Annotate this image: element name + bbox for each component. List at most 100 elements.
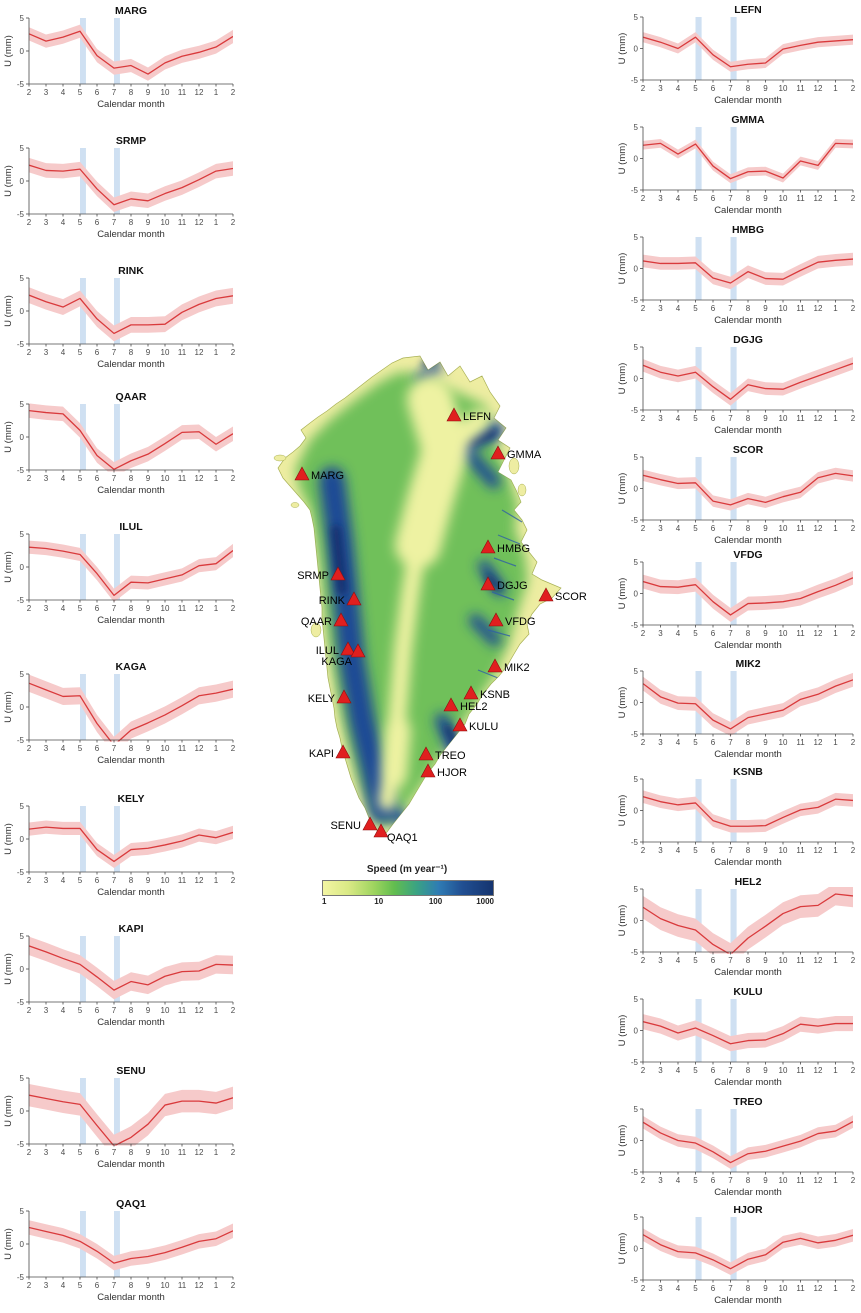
svg-text:11: 11	[178, 1281, 187, 1290]
svg-text:3: 3	[658, 629, 663, 638]
svg-text:-5: -5	[631, 730, 639, 739]
svg-text:3: 3	[658, 414, 663, 423]
y-axis-label: U (mm)	[617, 795, 628, 827]
svg-text:5: 5	[20, 400, 25, 409]
station-KAPI: KAPI	[309, 744, 351, 760]
svg-text:1: 1	[833, 1284, 838, 1293]
svg-text:6: 6	[711, 846, 716, 855]
svg-text:5: 5	[693, 1176, 698, 1185]
panel-RINK: 5 0 -5 2 3 4 5 6 7 8 9 10 11 12 1 2 RINK Calendar month U …	[3, 263, 237, 376]
svg-text:-5: -5	[17, 736, 25, 745]
x-axis-label: Calendar month	[97, 755, 165, 766]
y-axis-label: U (mm)	[617, 363, 628, 395]
axes	[640, 888, 854, 955]
svg-text:-5: -5	[17, 340, 25, 349]
station-marker-icon	[330, 566, 346, 581]
svg-text:11: 11	[796, 304, 805, 313]
svg-text:12: 12	[195, 744, 204, 753]
mean-displacement-line	[29, 826, 233, 863]
svg-text:2: 2	[641, 524, 646, 533]
colorbar-title: Speed (m year⁻¹)	[366, 864, 448, 875]
uncertainty-band	[643, 1014, 853, 1052]
highlight-band-month-7	[730, 562, 737, 625]
svg-text:12: 12	[195, 348, 204, 357]
svg-text:7: 7	[728, 956, 733, 965]
svg-text:5: 5	[634, 558, 639, 567]
svg-text:5: 5	[78, 744, 83, 753]
svg-text:0: 0	[634, 44, 639, 53]
svg-text:5: 5	[78, 876, 83, 885]
mean-displacement-line	[643, 679, 853, 730]
svg-text:10: 10	[779, 629, 788, 638]
svg-text:3: 3	[658, 1066, 663, 1075]
mean-displacement-line	[643, 893, 853, 954]
svg-text:1: 1	[833, 414, 838, 423]
chart-title: KAGA	[116, 661, 147, 673]
svg-text:2: 2	[851, 304, 856, 313]
svg-text:-5: -5	[631, 516, 639, 525]
svg-text:7: 7	[728, 1066, 733, 1075]
panel-VFDG: 5 0 -5 2 3 4 5 6 7 8 9 10 11 12 1 2 VFDG Calendar month U …	[617, 548, 859, 657]
svg-text:10: 10	[161, 1281, 170, 1290]
svg-text:11: 11	[178, 1006, 187, 1015]
svg-text:4: 4	[676, 738, 681, 747]
station-marker-icon	[373, 823, 389, 838]
uncertainty-band	[643, 887, 853, 954]
svg-text:3: 3	[44, 348, 49, 357]
svg-text:1: 1	[833, 629, 838, 638]
y-axis-label: U (mm)	[617, 253, 628, 285]
svg-text:1: 1	[833, 738, 838, 747]
axes	[640, 16, 854, 83]
svg-text:-5: -5	[631, 1058, 639, 1067]
station-label: MARG	[311, 470, 344, 482]
svg-text:11: 11	[796, 1176, 805, 1185]
svg-text:9: 9	[146, 474, 151, 483]
tick-labels: 50-52 3 4 5 6 7 8 9 10 11 12 1 2	[631, 453, 856, 533]
svg-text:8: 8	[746, 1284, 751, 1293]
axes	[640, 670, 854, 737]
highlight-band-month-7	[730, 889, 737, 952]
svg-text:9: 9	[763, 304, 768, 313]
svg-text:7: 7	[728, 1284, 733, 1293]
highlight-band-month-7	[114, 278, 120, 344]
axes	[26, 1077, 234, 1147]
tick-labels: 50-52 3 4 5 6 7 8 9 10 11 12 1 2	[17, 802, 236, 885]
highlight-band-month-7	[730, 17, 737, 80]
svg-text:12: 12	[814, 304, 823, 313]
svg-text:4: 4	[676, 304, 681, 313]
svg-text:6: 6	[711, 524, 716, 533]
svg-text:4: 4	[61, 1281, 66, 1290]
axes	[640, 456, 854, 523]
svg-text:12: 12	[814, 1066, 823, 1075]
highlight-band-month-5	[695, 889, 702, 952]
mean-displacement-line	[29, 682, 233, 742]
svg-text:9: 9	[763, 629, 768, 638]
tick-labels: 50-52 3 4 5 6 7 8 9 10 11 12 1 2	[631, 558, 856, 638]
station-GMMA: GMMA	[490, 445, 542, 461]
svg-text:5: 5	[634, 123, 639, 132]
tick-labels: 50-52 3 4 5 6 7 8 9 10 11 12 1 2	[631, 1105, 856, 1185]
svg-text:5: 5	[634, 233, 639, 242]
svg-text:3: 3	[658, 194, 663, 203]
svg-text:6: 6	[95, 1148, 100, 1157]
station-marker-icon	[336, 689, 352, 704]
panel-KAPI: 5 0 -5 2 3 4 5 6 7 8 9 10 11 12 1 2 KAPI Calendar month U …	[3, 921, 237, 1034]
svg-text:8: 8	[746, 738, 751, 747]
svg-text:2: 2	[851, 629, 856, 638]
mean-displacement-line	[643, 1234, 853, 1270]
svg-text:5: 5	[78, 474, 83, 483]
y-axis-label: U (mm)	[3, 691, 14, 723]
svg-text:1: 1	[214, 348, 219, 357]
svg-text:2: 2	[231, 1281, 236, 1290]
svg-text:2: 2	[27, 474, 32, 483]
svg-text:1: 1	[833, 846, 838, 855]
tick-labels: 50-52 3 4 5 6 7 8 9 10 11 12 1 2	[17, 530, 236, 613]
svg-text:5: 5	[78, 1006, 83, 1015]
svg-text:11: 11	[796, 846, 805, 855]
svg-text:2: 2	[851, 524, 856, 533]
svg-text:0: 0	[20, 835, 25, 844]
mean-displacement-line	[29, 1094, 233, 1146]
highlight-band-month-7	[730, 999, 737, 1062]
svg-text:0: 0	[20, 47, 25, 56]
